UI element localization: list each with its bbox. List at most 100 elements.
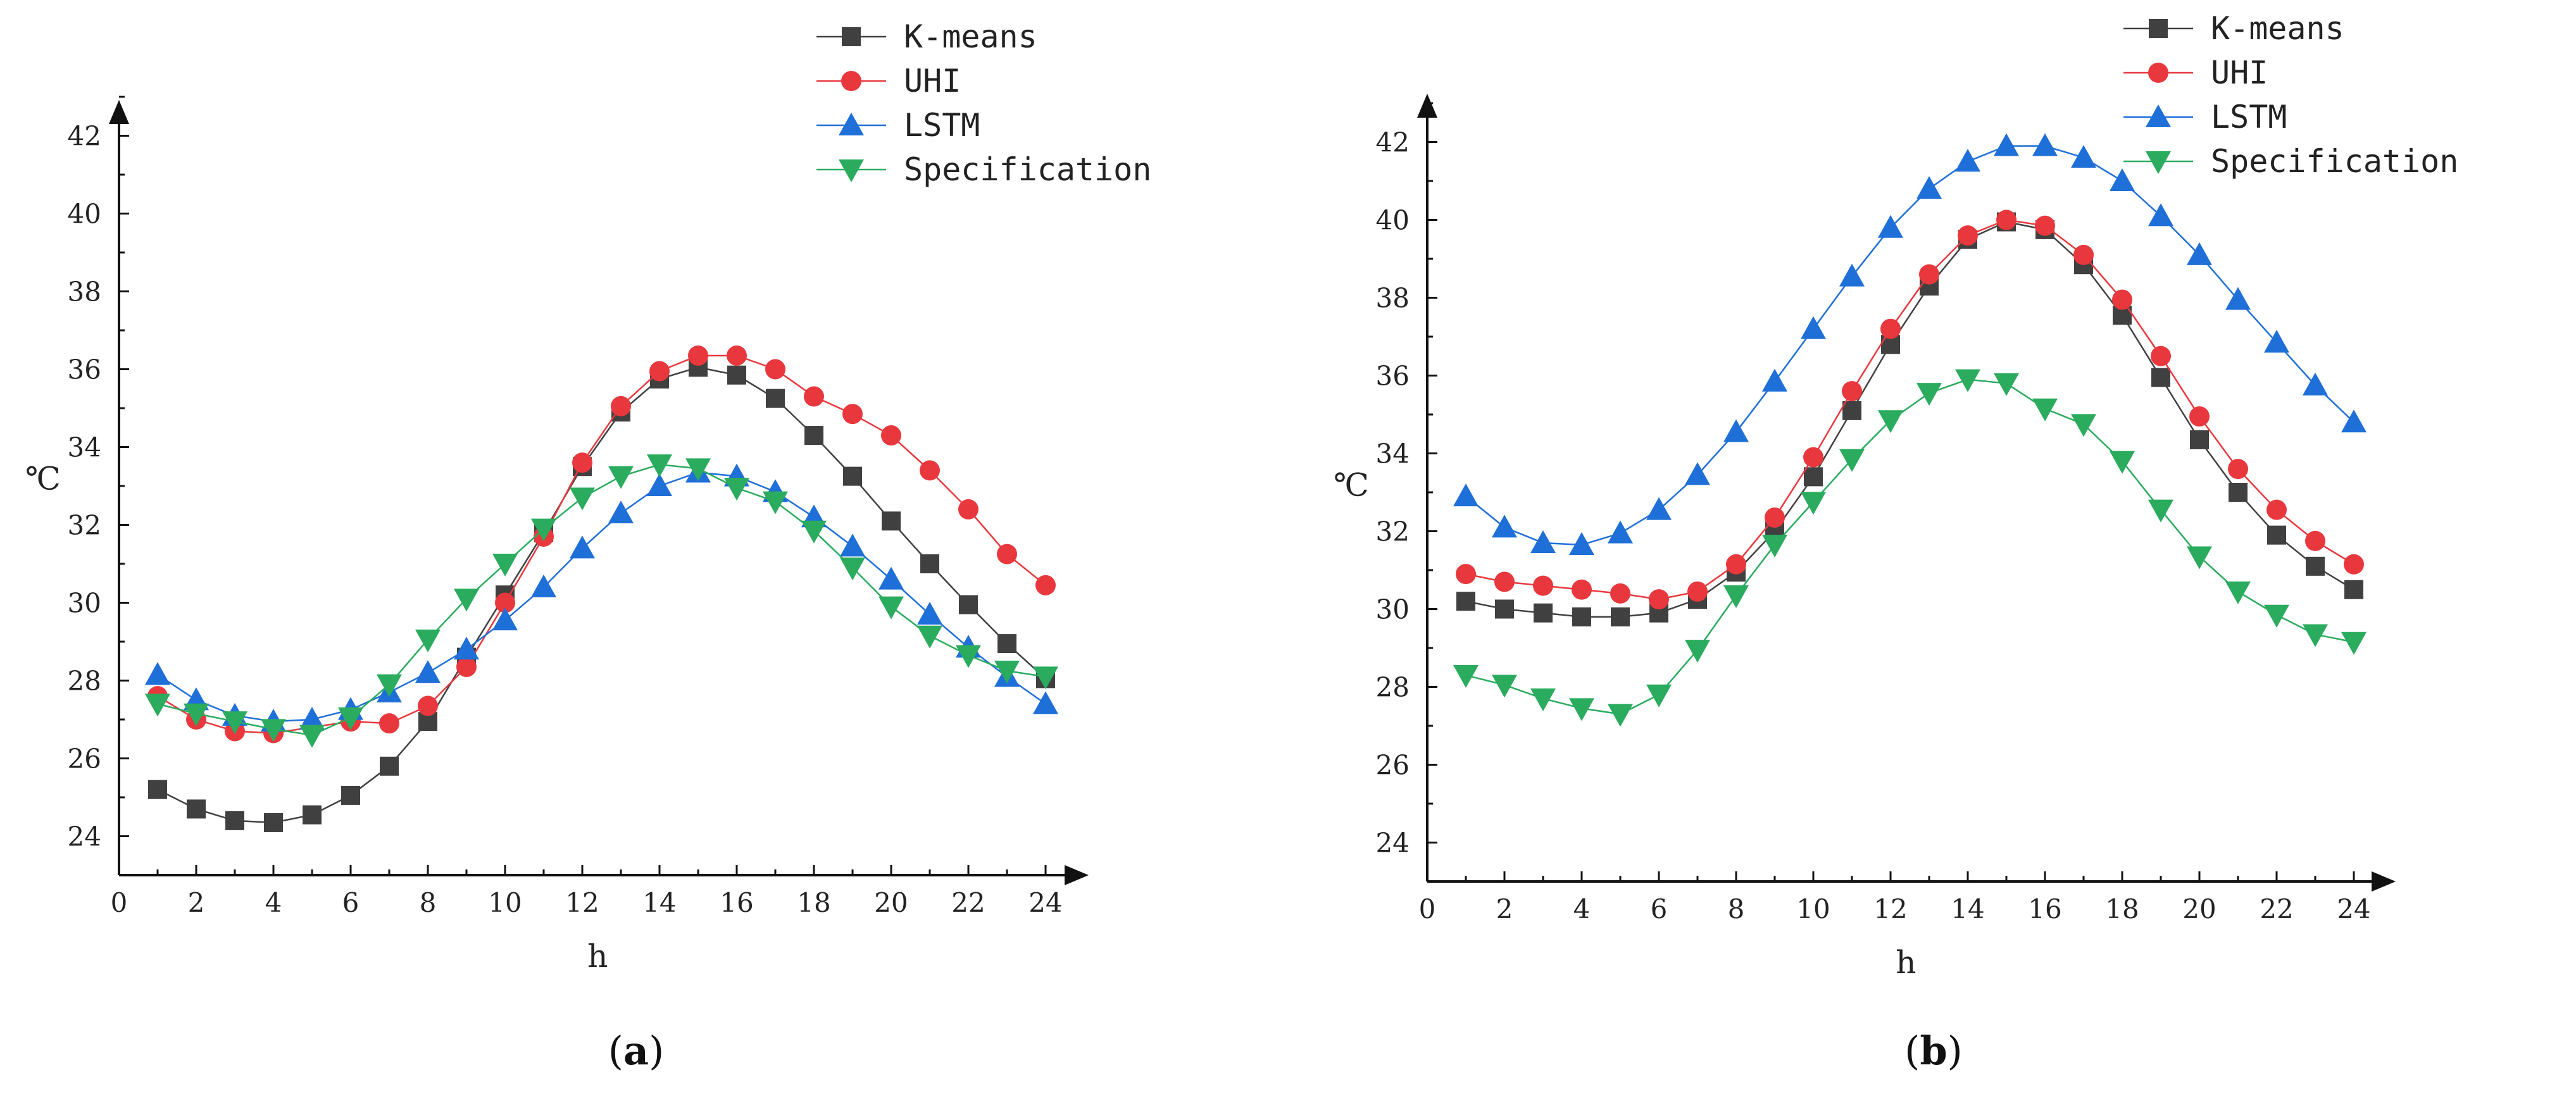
data-point [1726, 554, 1746, 575]
data-point [763, 491, 788, 514]
data-point [303, 805, 322, 825]
data-point [222, 711, 247, 735]
legend-label: UHI [2211, 54, 2268, 91]
y-tick-label: 24 [68, 821, 101, 852]
y-tick-label: 34 [1376, 439, 1410, 470]
data-point [1534, 603, 1553, 623]
data-point [1572, 607, 1591, 626]
data-point [804, 386, 824, 407]
data-point [2305, 530, 2325, 551]
x-tick-label: 2 [1496, 894, 1513, 925]
data-point [2032, 133, 2058, 156]
data-point [688, 345, 708, 366]
legend-marker [2148, 63, 2168, 83]
data-point [2035, 215, 2055, 236]
data-point [1955, 149, 1980, 172]
data-point [380, 756, 399, 776]
series-line [1465, 378, 2354, 715]
data-point [1611, 607, 1630, 626]
x-axis-label: h [587, 938, 608, 975]
series-line [1465, 221, 2354, 618]
series-line [157, 471, 1046, 723]
data-point [881, 425, 901, 446]
y-tick-label: 42 [1376, 127, 1410, 158]
data-point [570, 535, 595, 559]
data-point [1994, 373, 2019, 396]
series-lstm [1453, 133, 2367, 556]
data-point [1530, 530, 1556, 553]
y-tick-label: 38 [68, 277, 101, 308]
data-point [727, 365, 746, 385]
data-point [1649, 589, 1669, 610]
panel-letter: a [623, 1028, 649, 1074]
y-tick-label: 42 [68, 121, 101, 152]
y-tick-label: 40 [68, 199, 101, 230]
y-tick-label: 32 [1376, 516, 1410, 547]
chart-panel-a: 0 2 4 6 8 10 12 14 16 18 20 22 242426283032343638404… [25, 18, 1151, 1074]
data-point [2073, 244, 2094, 265]
y-tick-label: 36 [1376, 361, 1410, 392]
data-point [1958, 225, 1978, 246]
data-point [1533, 575, 1553, 596]
data-point [2306, 556, 2325, 576]
series-specification [1453, 369, 2367, 727]
data-point [2303, 372, 2328, 395]
x-tick-label: 16 [2028, 894, 2061, 925]
data-point [531, 518, 556, 542]
x-tick-label: 14 [642, 887, 676, 918]
data-point [920, 460, 940, 481]
data-point [2112, 289, 2132, 310]
data-point [1608, 704, 1633, 727]
x-tick-label: 10 [1796, 894, 1830, 925]
data-point [572, 452, 592, 473]
x-tick-label: 16 [720, 887, 753, 918]
data-point [1610, 583, 1630, 604]
x-tick-label: 2 [188, 887, 205, 918]
chart-panel-b: 0 2 4 6 8 10 12 14 16 18 20 22 242426283032343638404… [1334, 10, 2458, 1074]
data-point [1839, 263, 1865, 287]
data-point [1723, 585, 1749, 608]
data-point [2110, 451, 2135, 474]
data-point [1456, 564, 1476, 585]
series-line [1465, 219, 2354, 601]
legend-marker [842, 27, 861, 46]
x-tick-label: 10 [488, 887, 522, 918]
data-point [1919, 264, 1939, 285]
data-point [920, 554, 939, 573]
data-point [341, 785, 360, 805]
legend-label: K-means [2211, 10, 2344, 47]
y-tick-label: 30 [68, 588, 101, 619]
data-point [647, 473, 672, 496]
data-point [959, 595, 978, 614]
data-point [1880, 318, 1901, 339]
data-point [1842, 381, 1862, 402]
data-point [1572, 579, 1592, 600]
panel-letter: b [1920, 1028, 1947, 1074]
data-point [338, 707, 363, 730]
y-tick-label: 28 [1376, 672, 1410, 703]
x-axis-arrow [1065, 865, 1089, 885]
data-point [917, 601, 942, 625]
data-point [148, 780, 167, 799]
y-axis-label: ℃ [1334, 467, 1369, 504]
y-tick-label: 40 [1376, 205, 1410, 236]
data-point [766, 389, 785, 408]
legend-marker [2149, 19, 2168, 38]
x-tick-label: 24 [1029, 887, 1062, 918]
legend-label: LSTM [2211, 99, 2287, 135]
legend-label: UHI [904, 63, 961, 99]
data-point [1687, 581, 1708, 602]
data-point [1495, 599, 1514, 619]
data-point [2187, 546, 2212, 570]
y-tick-label: 32 [68, 510, 101, 541]
data-point [2341, 632, 2367, 655]
data-point [1685, 462, 1710, 485]
legend-label: Specification [904, 151, 1151, 188]
data-point [647, 454, 672, 478]
data-point [2303, 624, 2328, 647]
data-point [2344, 554, 2364, 575]
x-tick-label: 18 [797, 887, 830, 918]
data-point [1765, 507, 1785, 528]
data-point [842, 404, 863, 425]
data-point [1608, 520, 1633, 544]
